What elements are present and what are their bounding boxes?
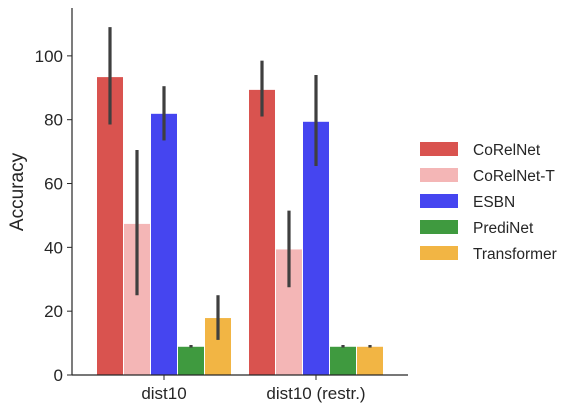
legend-swatch-predinet — [420, 220, 458, 234]
bar-predinet-0 — [177, 345, 205, 376]
legend-swatch-corelnet-t — [420, 168, 458, 182]
y-tick-label: 40 — [44, 238, 63, 257]
legend-label-corelnet: CoRelNet — [473, 142, 541, 159]
y-axis-label: Accuracy — [7, 152, 28, 231]
legend-swatch-transformer — [420, 246, 458, 260]
bar-predinet-1 — [329, 345, 357, 376]
bar-corelnet-1 — [248, 88, 276, 376]
x-tick-label: dist10 — [141, 384, 186, 403]
axes-layer: dist10 dist10 (restr.) 0 20 40 60 80 100 — [35, 8, 408, 403]
y-tick-label: 80 — [44, 111, 63, 130]
legend-label-corelnet-t: CoRelNet-T — [473, 168, 555, 185]
y-tick-label: 20 — [44, 302, 63, 321]
legend-label-transformer: Transformer — [473, 246, 557, 263]
bar-esbn-0 — [150, 112, 178, 376]
y-tick-label: 100 — [35, 47, 63, 66]
legend: CoRelNet CoRelNet-T ESBN PrediNet Transforme… — [420, 142, 557, 263]
bars-layer — [96, 76, 384, 376]
y-tick-label: 60 — [44, 175, 63, 194]
bar-transformer-1 — [356, 345, 384, 376]
legend-label-predinet: PrediNet — [473, 220, 534, 237]
legend-swatch-corelnet — [420, 142, 458, 156]
legend-swatch-esbn — [420, 194, 458, 208]
error-bars-layer — [108, 27, 372, 348]
legend-label-esbn: ESBN — [473, 194, 515, 211]
bar-corelnet-0 — [96, 76, 124, 376]
y-tick-label: 0 — [54, 366, 63, 385]
x-tick-label: dist10 (restr.) — [266, 384, 365, 403]
